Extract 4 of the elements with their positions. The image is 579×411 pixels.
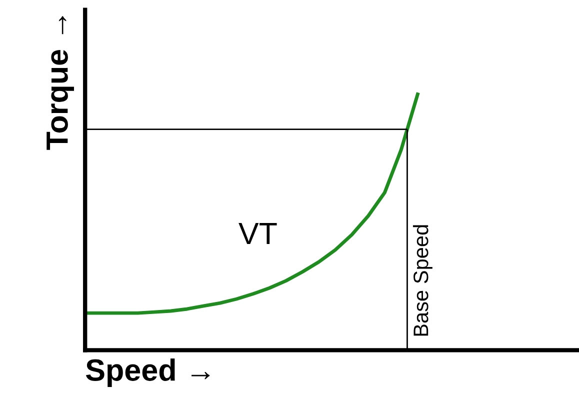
x-axis-title: Speed → xyxy=(86,358,210,387)
series-label: VT xyxy=(238,223,277,244)
annotation: Base Speed xyxy=(412,225,432,336)
y-axis-title: Torque → xyxy=(46,16,74,150)
